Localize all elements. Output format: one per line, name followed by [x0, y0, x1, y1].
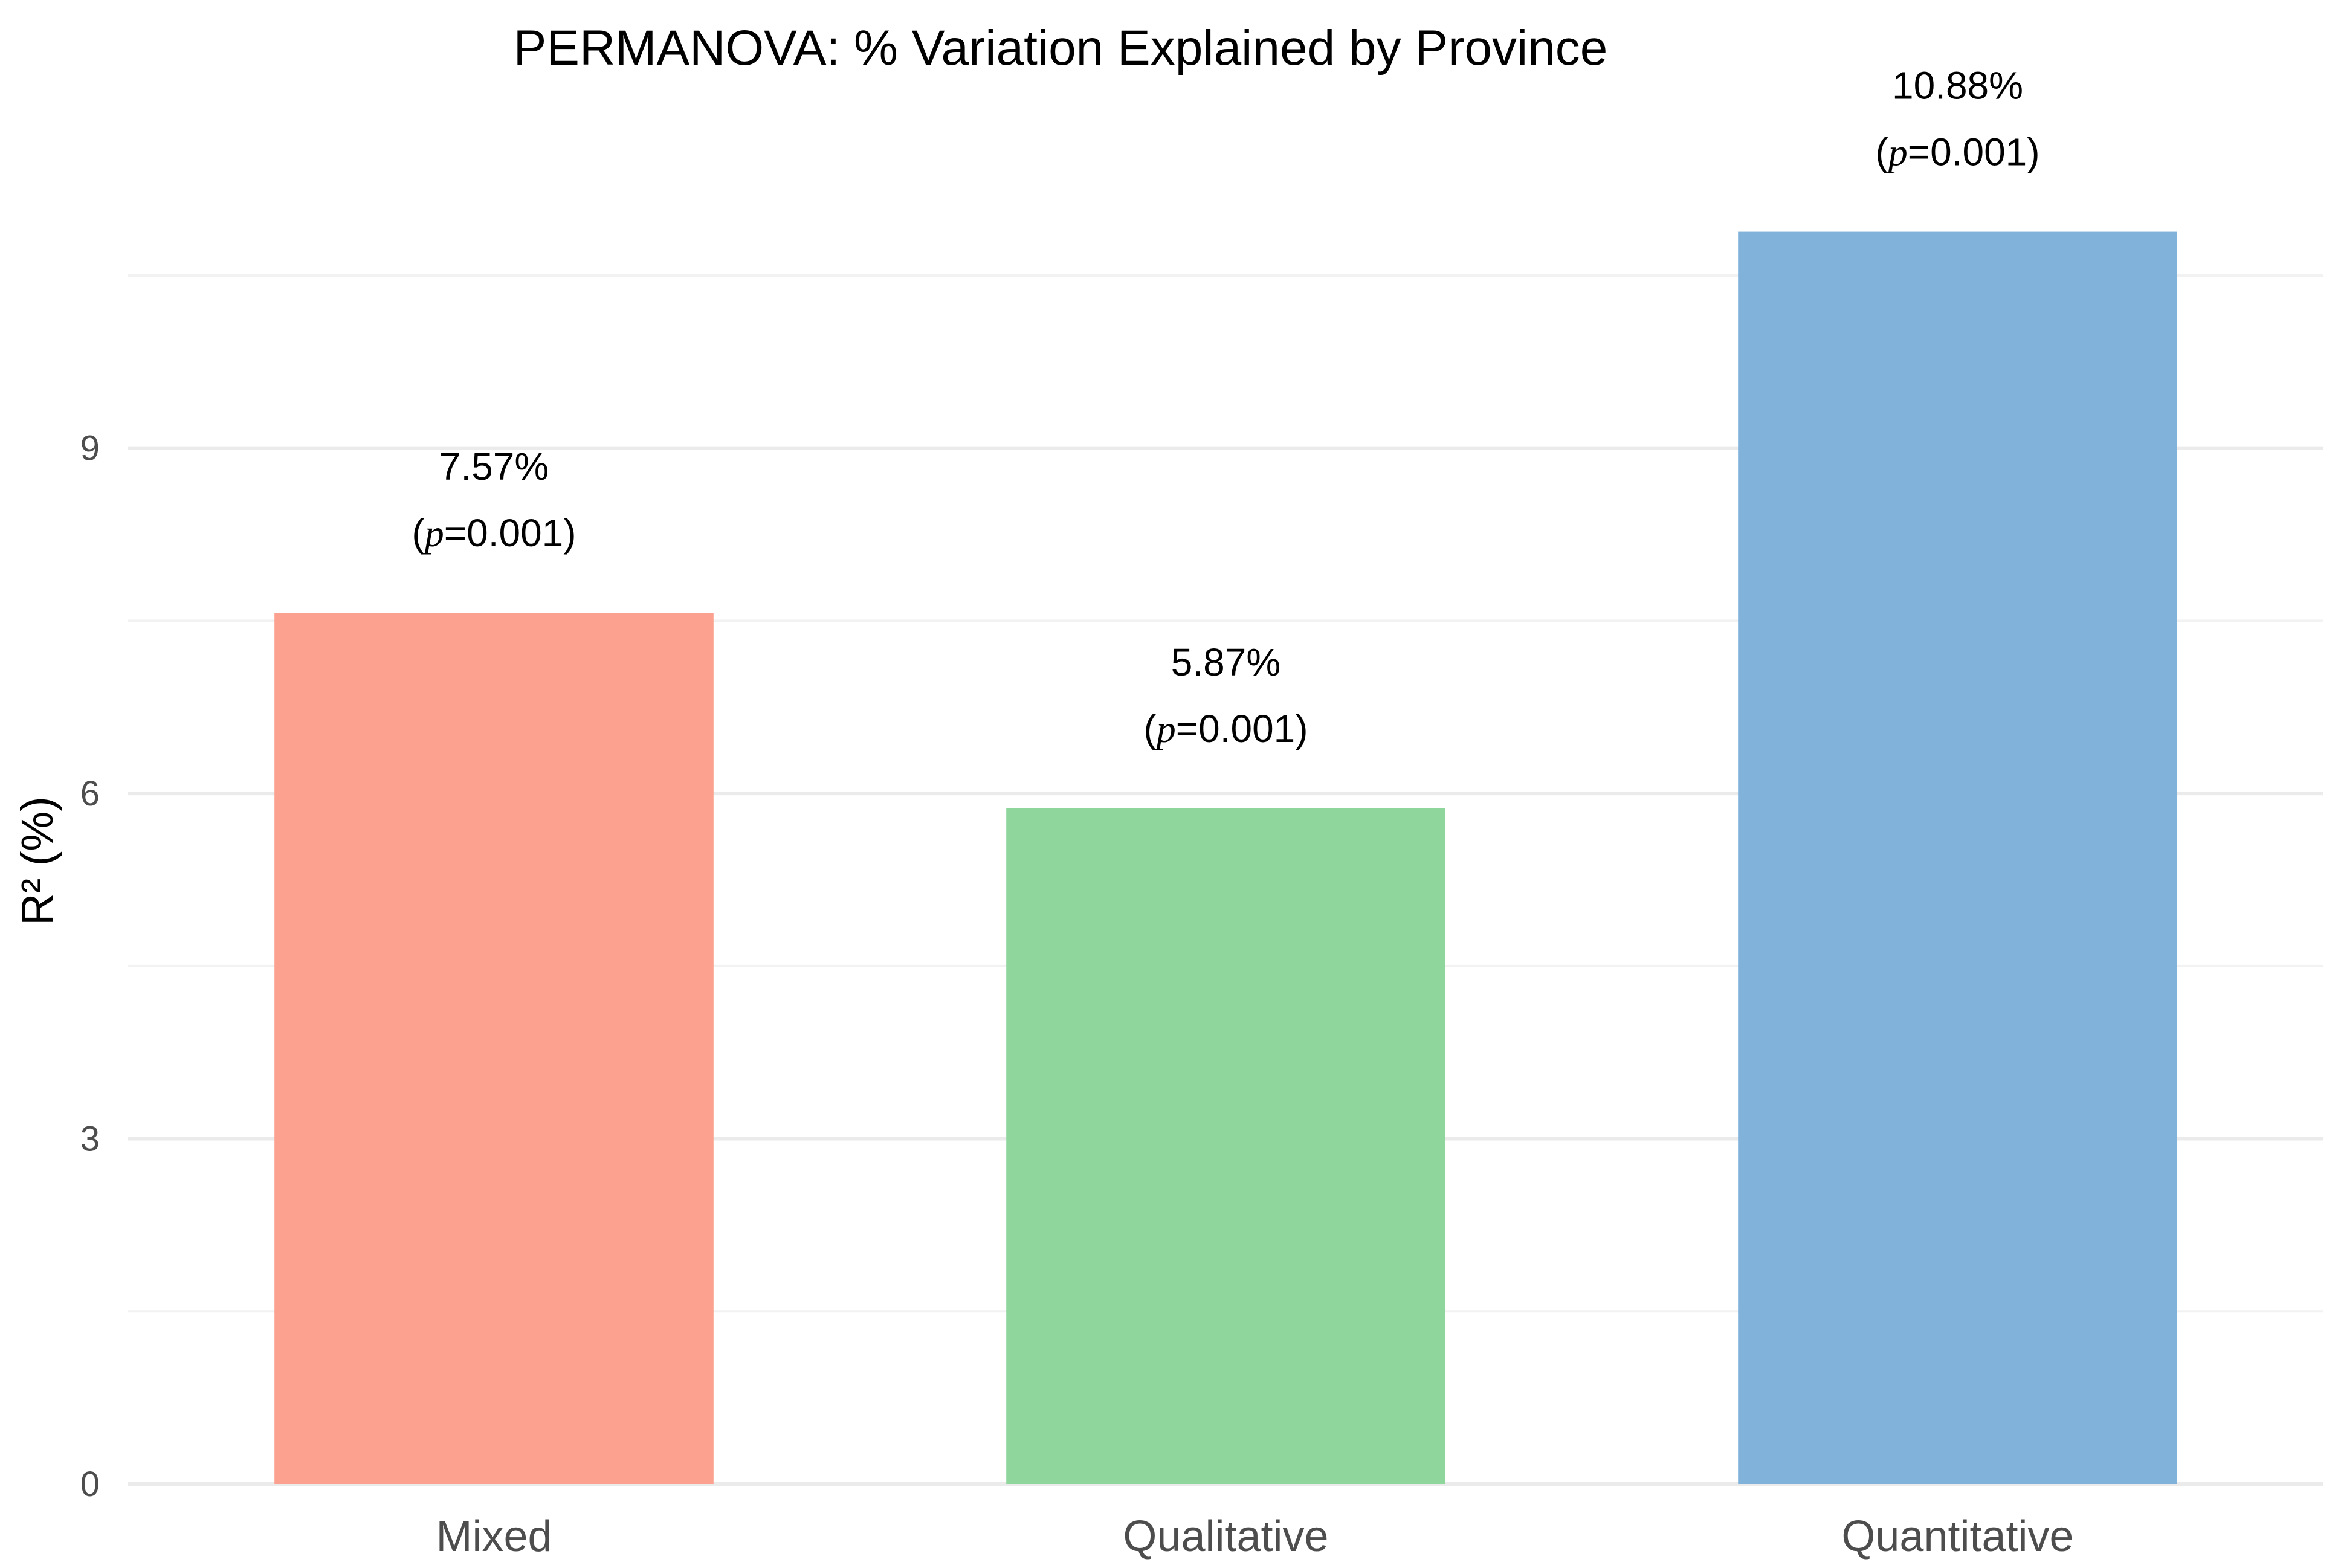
y-axis-title: R² (%) — [12, 796, 62, 926]
bar-p-value-label: (p=0.001) — [1875, 131, 2039, 174]
bar-value-label: 7.57% — [439, 445, 549, 488]
bar-labels: 7.57% (p=0.001) 5.87% (p=0.001) 10.88% (p=0.0… — [412, 64, 2039, 750]
bar-p-value-label: (p=0.001) — [1143, 707, 1308, 750]
x-axis-ticks: Mixed Qualitative Quantitative — [436, 1512, 2073, 1561]
y-tick-label: 6 — [80, 774, 100, 813]
bar-value-label: 5.87% — [1171, 640, 1280, 684]
bar-qualitative — [1006, 808, 1445, 1484]
y-tick-label: 3 — [80, 1120, 100, 1159]
y-tick-label: 9 — [80, 429, 100, 468]
y-tick-label: 0 — [80, 1465, 100, 1504]
x-tick-label: Mixed — [436, 1512, 552, 1561]
bar-value-label: 10.88% — [1892, 64, 2023, 108]
bar-p-value-label: (p=0.001) — [412, 511, 576, 555]
bar-mixed — [274, 613, 714, 1484]
x-tick-label: Qualitative — [1123, 1512, 1328, 1561]
y-axis-ticks: 0 3 6 9 — [80, 429, 100, 1504]
bars — [274, 231, 2177, 1484]
chart-title: PERMANOVA: % Variation Explained by Prov… — [514, 21, 1608, 76]
bar-quantitative — [1738, 231, 2177, 1484]
x-tick-label: Quantitative — [1841, 1512, 2073, 1561]
